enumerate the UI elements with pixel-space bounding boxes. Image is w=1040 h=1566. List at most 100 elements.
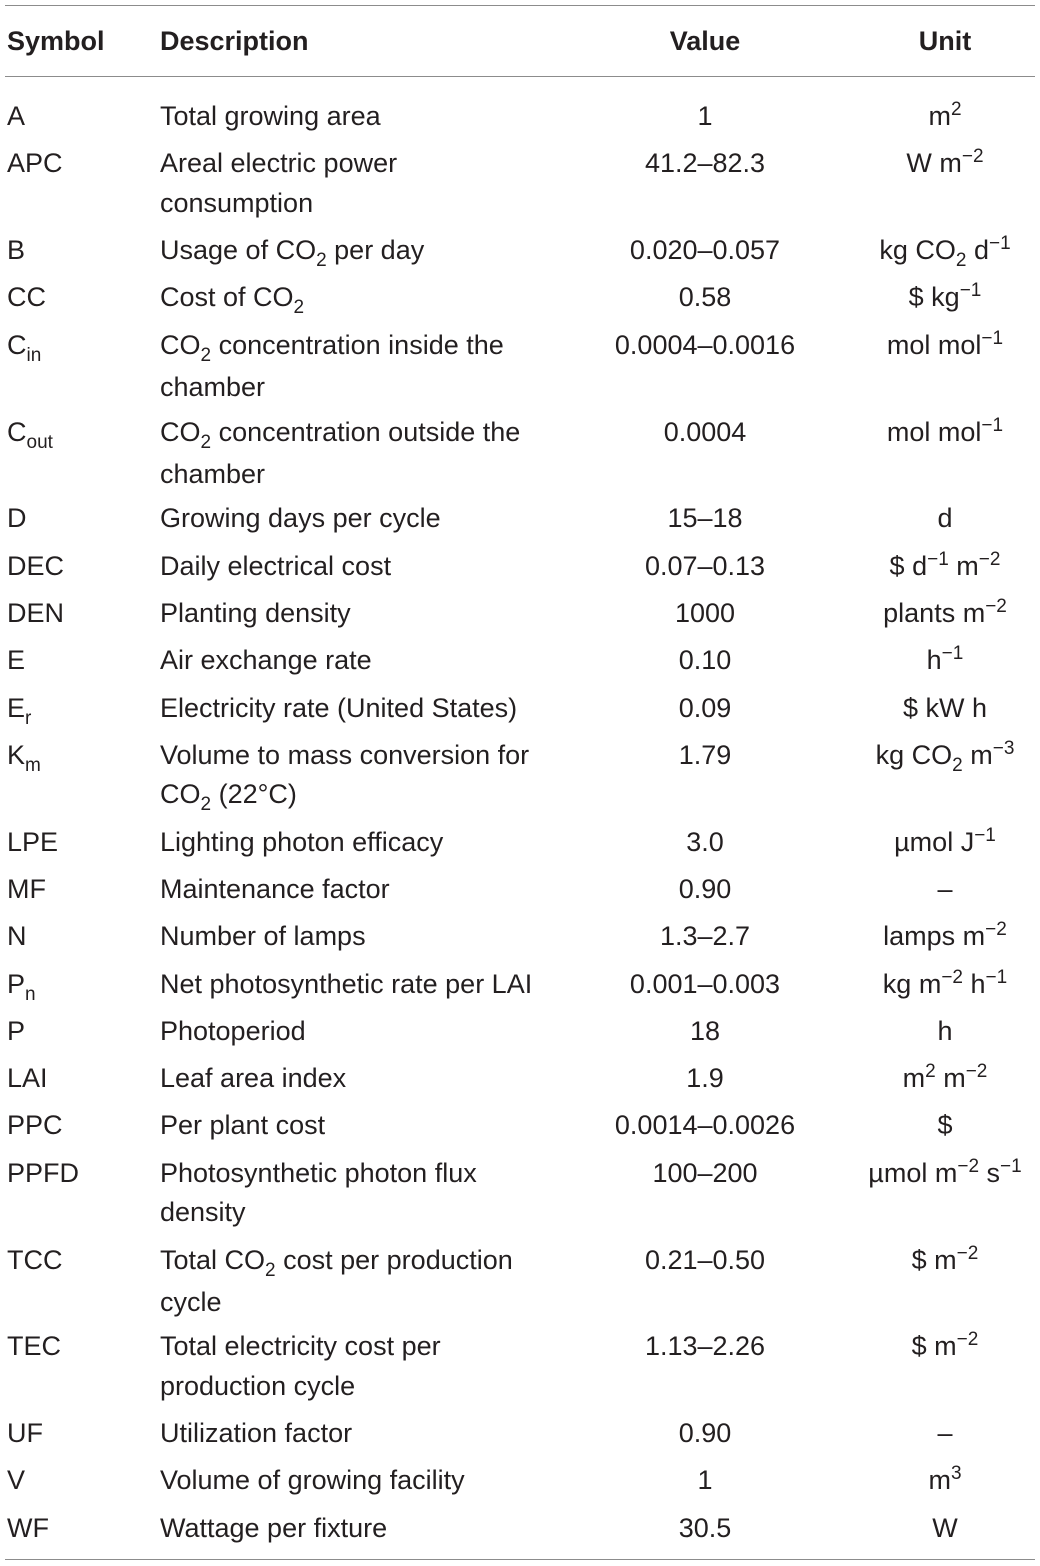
subscript: out (26, 431, 53, 453)
description-line: Total electricity cost per (160, 1327, 441, 1367)
unit-cell: µmol J−1 (835, 823, 1040, 866)
text-run: $ (937, 1110, 953, 1141)
text-run: per day (326, 235, 425, 266)
text-run: h (926, 645, 942, 676)
superscript: −1 (985, 966, 1008, 988)
text-run: UF (7, 1418, 43, 1449)
symbol-cell: WF (7, 1509, 49, 1549)
superscript: −1 (981, 414, 1004, 436)
text-run: mol mol (886, 329, 982, 360)
text-run: concentration inside the (211, 329, 504, 360)
description-line: Net photosynthetic rate per LAI (160, 965, 532, 1005)
description-line: Photoperiod (160, 1012, 306, 1052)
superscript: −2 (956, 1329, 979, 1351)
description-cell: Utilization factor (160, 1414, 352, 1454)
subscript: r (25, 707, 32, 729)
text-run: $ kW h (902, 692, 988, 723)
text-run: Maintenance factor (160, 873, 390, 904)
value-cell: 0.07–0.13 (644, 550, 766, 581)
description-line: chamber (160, 368, 504, 408)
description-line: Volume of growing facility (160, 1461, 465, 1501)
description-line: Per plant cost (160, 1106, 325, 1146)
description-line: Total CO2 cost per production (160, 1241, 513, 1284)
text-run: LAI (7, 1063, 48, 1094)
description-cell: Total electricity cost per production cyc… (160, 1327, 441, 1406)
text-run: kg CO (875, 739, 953, 770)
symbol-cell: Cout (7, 413, 53, 456)
description-cell: Areal electric power consumption (160, 144, 397, 223)
text-run: s (979, 1157, 1001, 1188)
description-line: CO2 concentration outside the (160, 413, 520, 456)
superscript: −1 (959, 280, 982, 302)
symbol-cell: UF (7, 1414, 43, 1454)
text-run: d (966, 235, 989, 266)
text-run: cost per production (275, 1244, 513, 1275)
symbol-cell: APC (7, 144, 63, 184)
text-run: Leaf area index (160, 1063, 347, 1094)
subscript: m (25, 754, 41, 776)
value-cell: 0.58 (678, 282, 732, 313)
unit-cell: – (835, 1414, 1040, 1454)
description-line: chamber (160, 455, 520, 495)
text-run: m (962, 739, 993, 770)
text-run: density (160, 1197, 246, 1228)
unit-cell: W m−2 (835, 144, 1040, 187)
symbol-cell: LAI (7, 1059, 48, 1099)
unit-cell: mol mol−1 (835, 413, 1040, 456)
value-cell: 1000 (674, 597, 736, 628)
subscript: n (25, 983, 36, 1005)
text-run: $ d (889, 550, 928, 581)
text-run: K (7, 739, 26, 770)
value-cell: 0.90 (678, 1418, 732, 1449)
unit-cell: kg m−2 h−1 (835, 965, 1040, 1008)
description-cell: Daily electrical cost (160, 547, 391, 587)
symbol-cell: N (7, 917, 27, 957)
text-run: Cost of CO (160, 282, 294, 313)
description-line: CO2 concentration inside the (160, 326, 504, 369)
unit-cell: – (835, 870, 1040, 910)
description-cell: Net photosynthetic rate per LAI (160, 965, 532, 1005)
subscript: 2 (200, 794, 212, 816)
symbol-cell: Cin (7, 326, 41, 369)
description-cell: CO2 concentration inside the chamber (160, 326, 504, 408)
symbol-cell: P (7, 1012, 25, 1052)
symbol-cell: TCC (7, 1241, 63, 1281)
description-cell: Total growing area (160, 97, 381, 137)
subscript: 2 (200, 431, 212, 453)
text-run: plants m (883, 597, 986, 628)
description-line: consumption (160, 184, 397, 224)
text-run: (22°C) (211, 779, 297, 810)
description-line: Electricity rate (United States) (160, 689, 517, 729)
symbol-cell: Km (7, 736, 41, 779)
text-run: CC (7, 282, 46, 313)
description-cell: Volume to mass conversion for CO2 (22°C) (160, 736, 529, 818)
symbol-cell: V (7, 1461, 25, 1501)
value-cell: 41.2–82.3 (644, 148, 766, 179)
symbol-cell: Pn (7, 965, 36, 1008)
symbol-cell: PPC (7, 1106, 63, 1146)
value-cell: 1 (697, 101, 713, 131)
value-cell: 0.90 (678, 873, 732, 904)
text-run: A (7, 101, 26, 131)
text-run: C (7, 416, 27, 447)
symbol-cell: CC (7, 278, 46, 318)
description-line: Air exchange rate (160, 641, 372, 681)
value-cell: 1.3–2.7 (659, 921, 751, 952)
text-run: h (937, 1015, 953, 1046)
description-cell: CO2 concentration outside the chamber (160, 413, 520, 495)
description-line: CO2 (22°C) (160, 775, 529, 818)
description-cell: Maintenance factor (160, 870, 390, 910)
text-run: DEN (7, 597, 65, 628)
symbol-cell: PPFD (7, 1154, 79, 1194)
description-cell: Wattage per fixture (160, 1509, 387, 1549)
text-run: Photoperiod (160, 1015, 306, 1046)
text-run: kg m (882, 968, 942, 999)
description-line: Photosynthetic photon flux (160, 1154, 477, 1194)
text-run: m (948, 550, 979, 581)
unit-cell: m3 (835, 1461, 1040, 1504)
unit-cell: mol mol−1 (835, 326, 1040, 369)
value-cell: 0.09 (678, 692, 732, 723)
superscript: −2 (941, 966, 963, 988)
description-cell: Photosynthetic photon flux density (160, 1154, 477, 1233)
subscript: 2 (955, 250, 967, 272)
